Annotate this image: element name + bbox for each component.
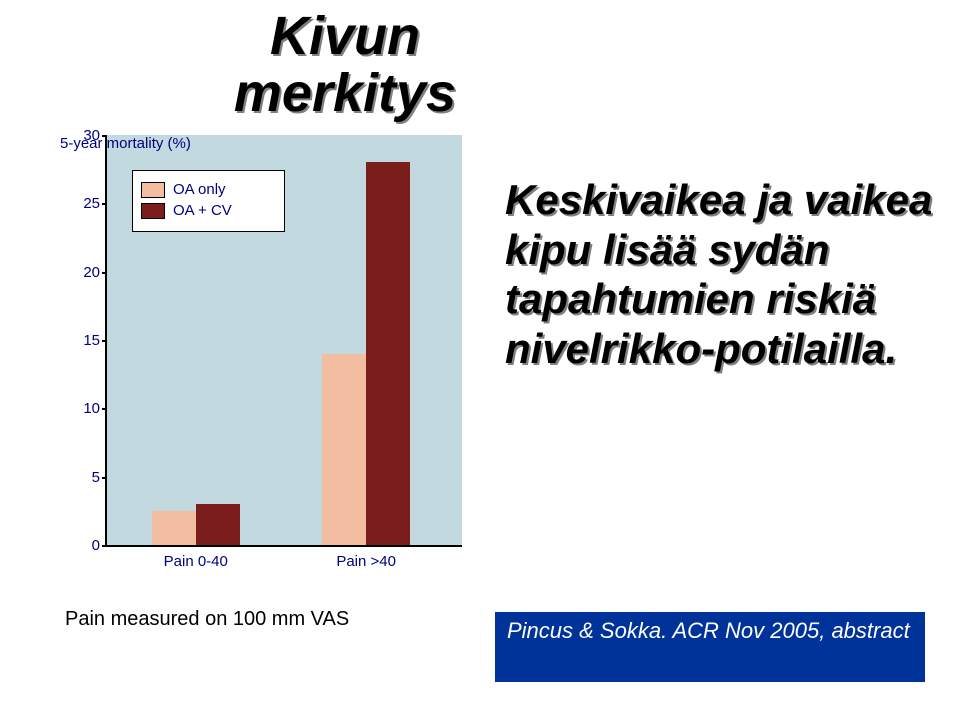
chart-legend: OA only OA + CV bbox=[132, 170, 285, 232]
title-line1: Kivun bbox=[270, 6, 420, 66]
legend-swatch bbox=[141, 203, 165, 219]
chart-bar bbox=[196, 504, 240, 545]
chart-y-tick: 30 bbox=[83, 127, 100, 144]
chart-bar bbox=[322, 354, 366, 545]
chart-bar bbox=[366, 162, 410, 545]
chart-y-tick: 25 bbox=[83, 195, 100, 212]
body-text: Keskivaikea ja vaikea kipu lisää sydän t… bbox=[505, 175, 935, 373]
title-line2: merkitys bbox=[234, 63, 456, 123]
chart-y-tick: 15 bbox=[83, 332, 100, 349]
legend-row: OA + CV bbox=[141, 202, 276, 219]
chart-y-tick: 10 bbox=[83, 400, 100, 417]
slide-title: Kivun merkitys bbox=[155, 8, 535, 121]
legend-label: OA + CV bbox=[173, 202, 232, 219]
legend-row: OA only bbox=[141, 181, 276, 198]
chart-y-tick: 0 bbox=[92, 537, 100, 554]
mortality-chart: 5-year mortality (%) OA only OA + CV 0 5 10… bbox=[40, 125, 480, 605]
chart-plot-area: 5-year mortality (%) OA onlyOA + CV 0510… bbox=[105, 135, 462, 547]
legend-swatch bbox=[141, 182, 165, 198]
chart-x-tick: Pain 0-40 bbox=[156, 553, 236, 570]
chart-caption: Pain measured on 100 mm VAS bbox=[65, 608, 349, 631]
reference-box: Pincus & Sokka. ACR Nov 2005, abstract bbox=[495, 612, 925, 682]
chart-y-axis-label: 5-year mortality (%) bbox=[60, 135, 191, 152]
slide: Kivun merkitys 5-year mortality (%) OA o… bbox=[0, 0, 960, 720]
chart-y-tick: 5 bbox=[92, 469, 100, 486]
chart-x-tick: Pain >40 bbox=[326, 553, 406, 570]
chart-y-tick: 20 bbox=[83, 264, 100, 281]
legend-label: OA only bbox=[173, 181, 226, 198]
chart-bar bbox=[152, 511, 196, 545]
